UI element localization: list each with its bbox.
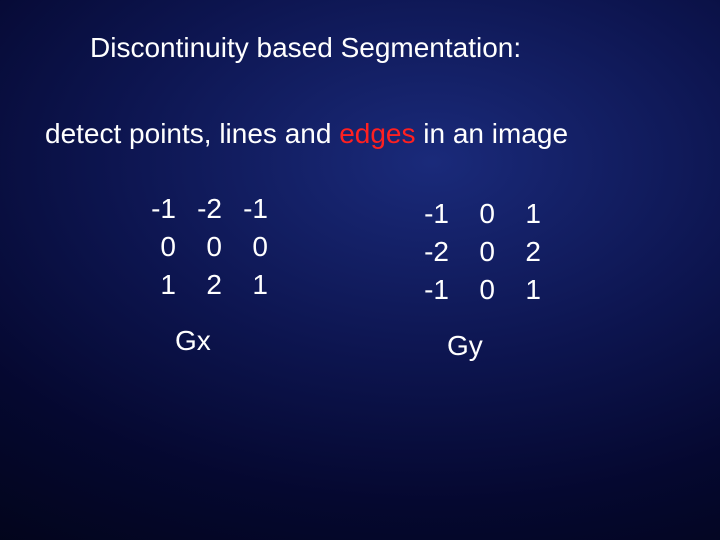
table-row: -1 -2 -1 <box>132 190 270 228</box>
table-row: -1 0 1 <box>405 271 543 309</box>
matrix-cell: -1 <box>405 195 451 233</box>
matrix-cell: -1 <box>405 271 451 309</box>
table-row: -1 0 1 <box>405 195 543 233</box>
subtitle-post: in an image <box>416 118 569 149</box>
matrix-cell: 1 <box>132 266 178 304</box>
gy-label: Gy <box>447 330 483 362</box>
matrix-cell: -2 <box>178 190 224 228</box>
subtitle-pre: detect points, lines and <box>45 118 339 149</box>
matrix-cell: 0 <box>132 228 178 266</box>
slide-subtitle: detect points, lines and edges in an ima… <box>45 118 568 150</box>
gx-matrix: -1 -2 -1 0 0 0 1 2 1 <box>132 190 270 304</box>
matrix-cell: 1 <box>224 266 270 304</box>
matrix-cell: 0 <box>224 228 270 266</box>
matrix-cell: 2 <box>178 266 224 304</box>
matrix-cell: 1 <box>497 271 543 309</box>
slide-title: Discontinuity based Segmentation: <box>90 32 521 64</box>
table-row: 0 0 0 <box>132 228 270 266</box>
matrix-cell: 1 <box>497 195 543 233</box>
matrix-cell: -1 <box>132 190 178 228</box>
table-row: 1 2 1 <box>132 266 270 304</box>
matrix-cell: -2 <box>405 233 451 271</box>
matrix-cell: 0 <box>451 195 497 233</box>
gx-label: Gx <box>175 325 211 357</box>
matrix-cell: -1 <box>224 190 270 228</box>
matrix-cell: 0 <box>178 228 224 266</box>
matrix-cell: 2 <box>497 233 543 271</box>
gy-matrix: -1 0 1 -2 0 2 -1 0 1 <box>405 195 543 309</box>
table-row: -2 0 2 <box>405 233 543 271</box>
subtitle-edges-highlight: edges <box>339 118 415 149</box>
matrix-cell: 0 <box>451 233 497 271</box>
matrix-cell: 0 <box>451 271 497 309</box>
